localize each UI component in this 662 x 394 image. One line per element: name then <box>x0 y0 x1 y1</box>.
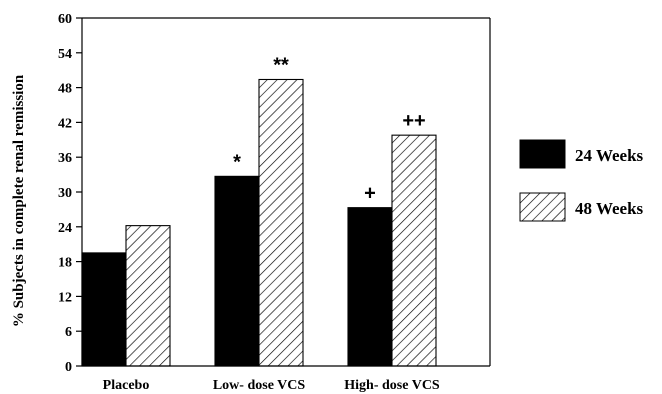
bar-24-weeks <box>347 207 393 367</box>
legend-swatch-24-weeks <box>519 139 566 169</box>
significance-marker: * <box>233 151 241 173</box>
y-tick-label: 24 <box>58 221 72 236</box>
significance-annotations: ***+++ <box>233 54 426 204</box>
bar-48-weeks <box>125 225 171 367</box>
bar-48-weeks <box>258 78 304 367</box>
bar-48-weeks <box>391 134 437 367</box>
significance-marker: ** <box>273 54 289 76</box>
y-tick-label: 36 <box>58 151 72 166</box>
legend-label-48-weeks: 48 Weeks <box>575 199 644 218</box>
y-tick-label: 42 <box>58 116 72 131</box>
bar-24-weeks <box>81 252 127 367</box>
y-axis-title: % Subjects in complete renal remission <box>11 74 27 327</box>
legend-swatch-48-weeks <box>519 192 566 222</box>
y-tick-label: 60 <box>58 12 72 27</box>
y-tick-label: 0 <box>65 360 72 375</box>
bar-24-weeks <box>214 175 260 367</box>
significance-marker: + <box>364 183 376 205</box>
legend-label-24-weeks: 24 Weeks <box>575 146 644 165</box>
significance-marker: ++ <box>402 110 425 132</box>
bars <box>81 78 437 367</box>
x-axis-labels: Placebo Low- dose VCS High- dose VCS <box>103 378 440 393</box>
legend: 24 Weeks 48 Weeks <box>519 139 644 222</box>
y-axis-ticks: 0 6 12 18 24 30 36 42 48 54 60 <box>58 12 82 375</box>
x-category-label: Low- dose VCS <box>213 378 306 393</box>
x-category-label: Placebo <box>103 378 150 393</box>
y-tick-label: 6 <box>65 325 72 340</box>
x-category-label: High- dose VCS <box>344 378 440 393</box>
y-tick-label: 18 <box>58 256 72 271</box>
y-tick-label: 30 <box>58 186 72 201</box>
y-tick-label: 12 <box>58 290 72 305</box>
y-tick-label: 54 <box>58 47 72 62</box>
y-tick-label: 48 <box>58 82 72 97</box>
